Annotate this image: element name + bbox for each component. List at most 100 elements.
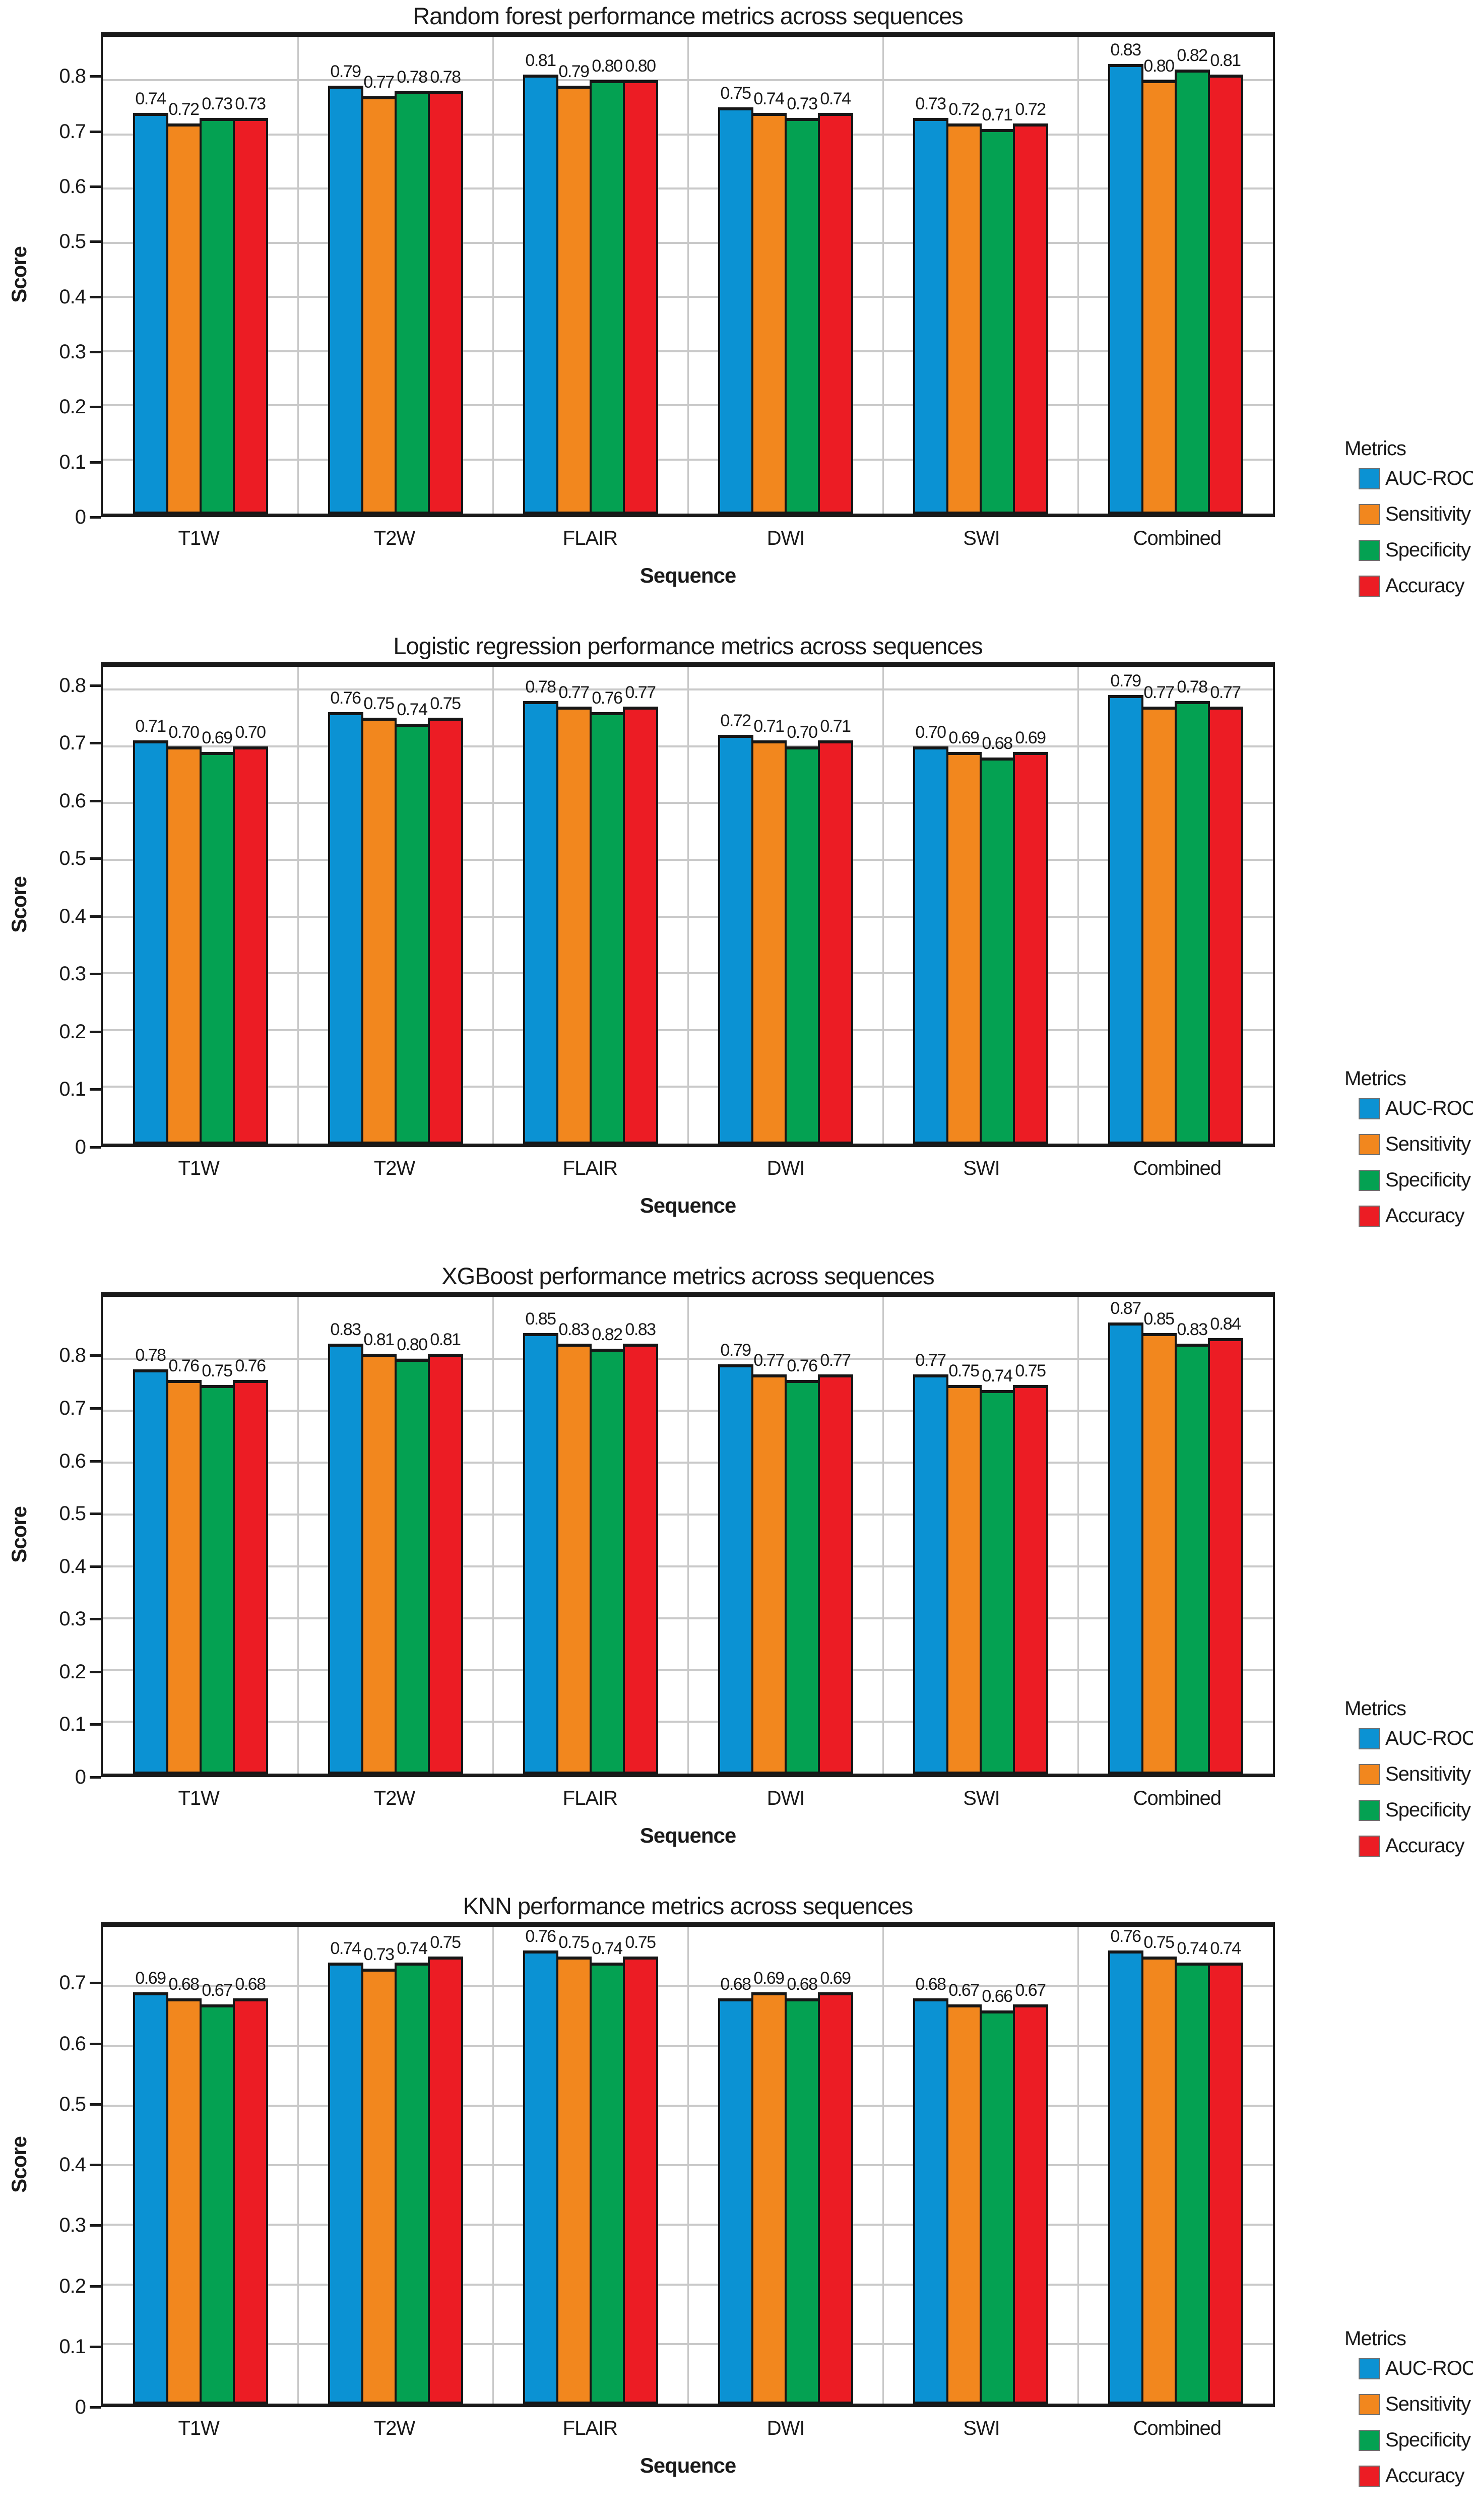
bar-group-combined: 0.79 0.77 0.78 0.77 — [1078, 667, 1273, 1144]
bar-value-label: 0.70 — [915, 722, 946, 742]
bar-value-label: 0.76 — [168, 1356, 200, 1375]
gridline-vertical — [687, 37, 689, 514]
legend-swatch — [1359, 468, 1380, 489]
y-tick-label: 0.1 — [59, 1078, 86, 1100]
y-tick-label: 0.1 — [59, 451, 86, 473]
legend-entry-accuracy: Accuracy — [1359, 575, 1464, 597]
bar-value-label: 0.68 — [915, 1974, 946, 1994]
bar-accuracy — [232, 118, 268, 514]
y-tick-label: 0 — [75, 1136, 86, 1158]
bar-value-label: 0.68 — [982, 734, 1013, 753]
bar-specificity — [784, 1379, 820, 1774]
legend-swatch — [1359, 1133, 1380, 1155]
bar-value-label: 0.84 — [1210, 1314, 1241, 1334]
x-tick-label-t1w: T1W — [178, 1787, 219, 1809]
gridline-vertical — [882, 1297, 884, 1774]
bar-specificity — [394, 1359, 430, 1774]
bar-value-label: 0.75 — [1143, 1933, 1175, 1952]
legend-title: Metrics — [1344, 437, 1406, 460]
bar-value-label: 0.76 — [592, 688, 623, 708]
y-tick-label: 0.5 — [59, 230, 86, 253]
bar-sensitivity — [751, 740, 787, 1144]
bar-specificity — [394, 723, 430, 1144]
x-tick-label-dwi: DWI — [766, 1787, 805, 1809]
bar-value-label: 0.69 — [948, 728, 980, 747]
bar-specificity — [394, 1962, 430, 2404]
bar-value-label: 0.75 — [948, 1361, 980, 1380]
bar-specificity — [199, 751, 235, 1144]
legend-swatch — [1359, 2358, 1380, 2379]
y-tick-label: 0.8 — [59, 1344, 86, 1366]
y-tick-mark — [90, 1618, 101, 1620]
legend-entry-accuracy: Accuracy — [1359, 2465, 1464, 2487]
bar-sensitivity — [556, 85, 592, 514]
bar-value-label: 0.75 — [720, 83, 751, 103]
bar-value-label: 0.68 — [720, 1974, 751, 1994]
bar-value-label: 0.70 — [235, 722, 266, 742]
legend-title: Metrics — [1344, 1067, 1406, 1090]
bar-accuracy — [1207, 75, 1243, 514]
bar-value-label: 0.75 — [363, 694, 395, 714]
y-tick-label: 0.4 — [59, 905, 86, 927]
gridline-vertical — [1077, 1297, 1079, 1774]
bar-auc-roc — [133, 112, 168, 514]
bar-auc-roc — [523, 1333, 558, 1774]
bar-auc-roc — [133, 1992, 168, 2404]
bar-value-label: 0.77 — [1210, 682, 1241, 702]
bar-value-label: 0.77 — [625, 682, 656, 702]
legend: Metrics AUC-ROC Sensitivity Specificity Accu… — [1336, 630, 1473, 1260]
bar-value-label: 0.82 — [1177, 45, 1208, 65]
bar-value-label: 0.74 — [397, 700, 428, 719]
y-tick-label: 0.2 — [59, 1661, 86, 1683]
bar-value-label: 0.67 — [948, 1980, 980, 2000]
bar-group-swi: 0.70 0.69 0.68 0.69 — [883, 667, 1078, 1144]
bar-group-flair: 0.85 0.83 0.82 0.83 — [493, 1297, 688, 1774]
chart-title: XGBoost performance metrics across seque… — [441, 1263, 934, 1289]
gridline-vertical — [297, 667, 299, 1144]
legend-entry-label: Accuracy — [1385, 1205, 1464, 1227]
legend-entry-auc-roc: AUC-ROC — [1359, 467, 1473, 490]
chart-1: Random forest performance metrics across… — [0, 0, 1473, 630]
x-tick-label-flair: FLAIR — [562, 1157, 618, 1179]
bar-auc-roc — [913, 118, 948, 514]
y-tick-mark — [90, 1982, 101, 1984]
bar-auc-roc — [913, 1998, 948, 2404]
gridline-vertical — [882, 37, 884, 514]
x-axis-title: Sequence — [639, 2453, 736, 2477]
bar-value-label: 0.72 — [168, 100, 200, 119]
gridline-vertical — [687, 667, 689, 1144]
bar-value-label: 0.73 — [363, 1944, 395, 1964]
bar-value-label: 0.82 — [592, 1325, 623, 1344]
bar-value-label: 0.74 — [592, 1938, 623, 1958]
gridline-vertical — [297, 1927, 299, 2404]
bar-value-label: 0.83 — [558, 1319, 590, 1339]
bar-value-label: 0.78 — [397, 67, 428, 87]
y-tick-label: 0.2 — [59, 2275, 86, 2297]
bar-value-label: 0.74 — [1177, 1938, 1208, 1958]
chart-title: Logistic regression performance metrics … — [393, 633, 983, 659]
legend-entry-label: Accuracy — [1385, 575, 1464, 597]
gridline-vertical — [882, 1927, 884, 2404]
y-tick-mark — [90, 742, 101, 744]
bar-value-label: 0.77 — [363, 73, 395, 92]
bar-value-label: 0.81 — [430, 1330, 461, 1350]
bar-group-t2w: 0.76 0.75 0.74 0.75 — [298, 667, 493, 1144]
bar-value-label: 0.75 — [430, 694, 461, 714]
bar-sensitivity — [556, 706, 592, 1144]
gridline-vertical — [492, 1927, 494, 2404]
legend-swatch — [1359, 1799, 1380, 1821]
x-tick-label-flair: FLAIR — [562, 2417, 618, 2439]
legend-entry-label: Accuracy — [1385, 1835, 1464, 1857]
bar-value-label: 0.76 — [787, 1356, 818, 1375]
bar-auc-roc — [718, 735, 753, 1144]
legend-entry-auc-roc: AUC-ROC — [1359, 1727, 1473, 1750]
bar-sensitivity — [166, 1998, 202, 2404]
gridline-vertical — [492, 37, 494, 514]
legend-swatch — [1359, 2465, 1380, 2487]
x-tick-label-combined: Combined — [1133, 1157, 1222, 1179]
bar-group-flair: 0.78 0.77 0.76 0.77 — [493, 667, 688, 1144]
bar-value-label: 0.80 — [397, 1335, 428, 1355]
bar-auc-roc — [328, 1343, 363, 1774]
y-axis-title: Score — [5, 32, 33, 517]
bar-value-label: 0.74 — [982, 1366, 1013, 1386]
